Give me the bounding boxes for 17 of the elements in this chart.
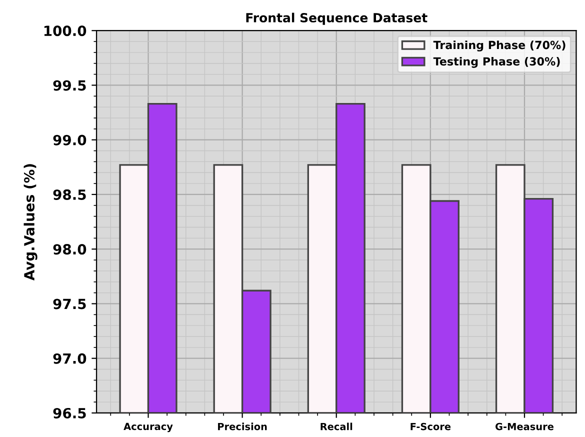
x-tick-label: G-Measure [496,422,554,430]
legend-label: Training Phase (70%) [433,40,566,52]
y-tick-label: 98.5 [53,189,86,200]
legend-label: Testing Phase (30%) [433,56,560,68]
y-tick-label: 99.0 [53,134,86,146]
x-tick-label: Accuracy [124,422,173,432]
y-tick-label: 97.5 [53,298,86,310]
chart-title: Frontal Sequence Dataset [246,12,428,25]
y-tick-label: 99.5 [53,80,86,91]
x-tick-label: F-Score [410,422,451,430]
x-tick-label: Recall [320,422,352,430]
y-tick-label: 97.0 [53,353,86,364]
x-tick-label: Precision [218,422,267,430]
y-axis-title: Avg.Values (%) [24,164,38,281]
y-tick-label: 100.0 [44,26,86,36]
y-tick-label: 96.5 [53,408,86,418]
y-tick-label: 98.0 [53,244,86,255]
